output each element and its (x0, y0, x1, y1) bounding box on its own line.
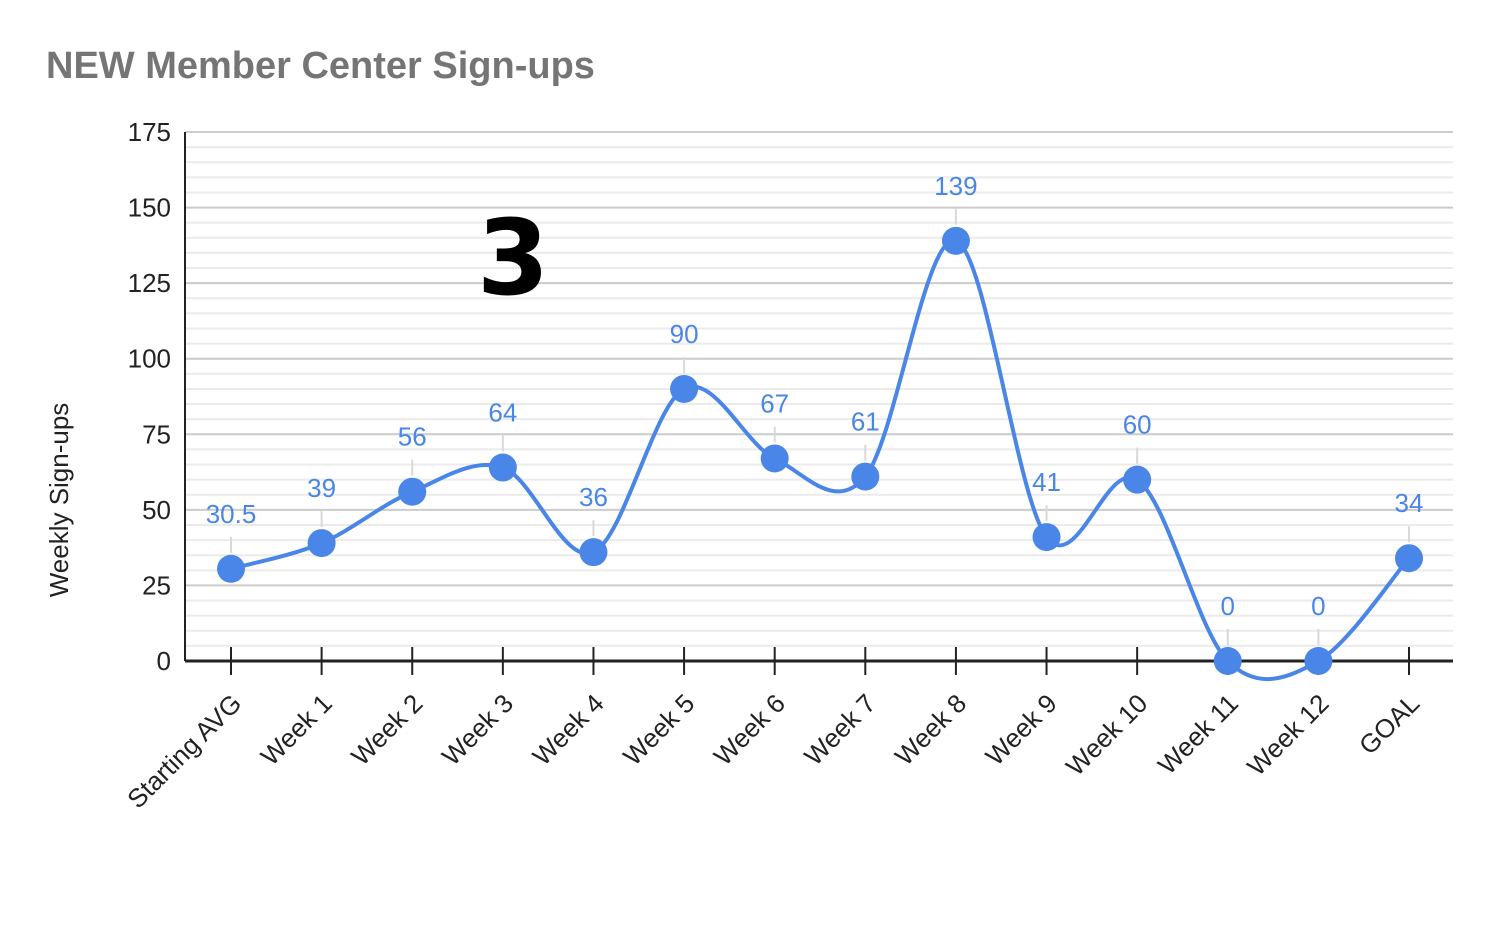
data-label: 139 (934, 171, 977, 201)
data-point (670, 374, 699, 403)
x-tick-label: Week 1 (255, 688, 338, 771)
data-label: 60 (1123, 410, 1152, 440)
y-tick-label: 150 (128, 193, 171, 223)
x-tick-label: Week 7 (798, 688, 881, 771)
data-point (1032, 523, 1061, 552)
data-label: 90 (670, 319, 699, 349)
x-tick-label: Week 5 (617, 688, 700, 771)
x-tick-labels: Starting AVG Week 1 Week 2 Week 3 Week 4 Week… (121, 688, 1425, 814)
series-layer (217, 226, 1423, 682)
x-tick-label: Starting AVG (121, 688, 247, 814)
data-label: 0 (1221, 591, 1235, 621)
data-label: 41 (1032, 467, 1061, 497)
y-axis-title: Weekly Sign-ups (44, 403, 74, 598)
data-point (941, 226, 970, 255)
data-label: 30.5 (206, 499, 257, 529)
y-tick-label: 75 (142, 419, 171, 449)
x-tick-label: Week 12 (1241, 688, 1334, 781)
y-tick-label: 25 (142, 570, 171, 600)
data-point (851, 462, 880, 491)
data-point (579, 538, 608, 567)
x-tick-label: Week 4 (526, 688, 609, 771)
data-label: 39 (307, 473, 336, 503)
x-tick-label: Week 11 (1152, 688, 1244, 780)
x-tick-label: Week 9 (980, 688, 1063, 771)
data-label: 67 (760, 388, 789, 418)
data-point (1213, 647, 1242, 675)
data-labels: 30.5 39 56 64 36 90 67 61 139 41 60 0 0 34 (206, 171, 1424, 645)
x-tick-label: GOAL (1353, 688, 1425, 760)
data-point (217, 554, 245, 583)
x-tick-label: Week 2 (345, 688, 428, 771)
y-tick-label: 175 (128, 117, 171, 147)
data-label: 0 (1311, 591, 1325, 621)
x-tick-label: Week 8 (889, 688, 972, 771)
data-point (760, 444, 789, 473)
data-point (1123, 465, 1152, 494)
grid-lines (185, 131, 1453, 647)
y-tick-label: 100 (128, 344, 171, 374)
overlay-number: 3 (477, 197, 549, 319)
x-tick-label: Week 3 (436, 688, 519, 771)
data-label: 36 (579, 482, 608, 512)
data-label: 56 (398, 422, 427, 452)
data-point (398, 477, 427, 506)
chart-title: NEW Member Center Sign-ups (46, 45, 595, 87)
data-label: 34 (1395, 488, 1424, 518)
data-label: 64 (488, 398, 517, 428)
y-tick-label: 125 (128, 268, 171, 298)
data-point (488, 453, 517, 482)
y-tick-label: 0 (157, 646, 171, 676)
y-tick-labels: 0 25 50 75 100 125 150 175 (128, 117, 171, 676)
x-tick-label: Week 10 (1060, 688, 1153, 781)
data-point (1304, 647, 1333, 675)
y-tick-label: 50 (142, 495, 171, 525)
data-label: 61 (851, 407, 880, 437)
x-tick-label: Week 6 (708, 688, 791, 771)
data-point (1395, 544, 1423, 573)
data-point (307, 529, 336, 558)
